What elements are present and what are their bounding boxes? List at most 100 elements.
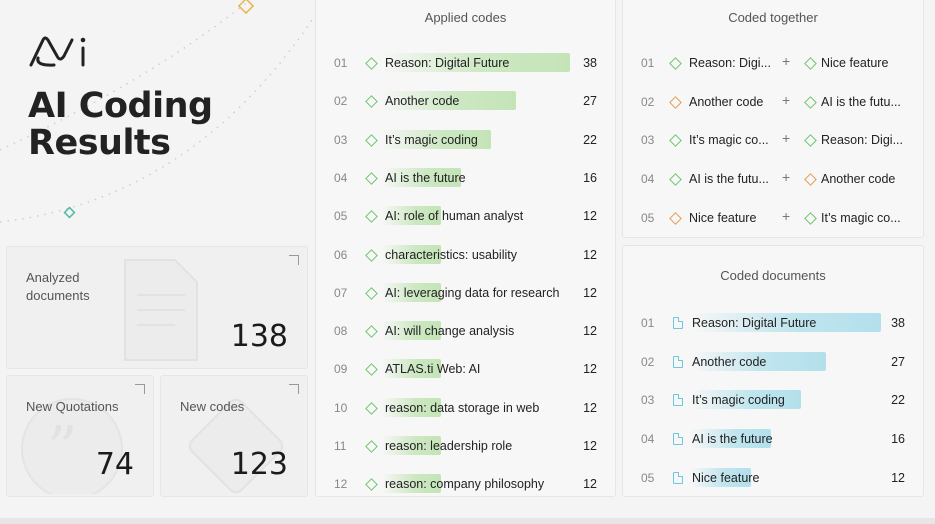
row-index: 10 [334, 400, 348, 415]
row-index: 05 [334, 209, 348, 224]
code-diamond-icon [188, 398, 284, 494]
code-count: 38 [583, 56, 597, 70]
applied-code-row[interactable]: 02 Another code 27 [316, 91, 615, 113]
applied-code-row[interactable]: 04 AI is the future 16 [316, 167, 615, 190]
stat-card-new-codes[interactable]: New codes 123 [160, 375, 308, 497]
applied-code-row[interactable]: 11 reason: leadership role 12 [316, 436, 615, 458]
stat-card-new-quotations[interactable]: ” New Quotations 74 [6, 375, 154, 497]
coded-together-row[interactable]: 05 Nice feature + It’s magic co... [623, 208, 923, 230]
row-index: 05 [641, 470, 655, 485]
document-label: Nice feature [692, 470, 760, 485]
coded-together-row[interactable]: 04 AI is the futu... + Another code [623, 169, 923, 191]
row-index: 04 [641, 172, 655, 187]
code-diamond-icon [365, 325, 378, 338]
applied-code-row[interactable]: 10 reason: data storage in web 12 [316, 397, 615, 420]
applied-code-row[interactable]: 06 characteristics: usability 12 [316, 244, 615, 267]
page-title-line1: AI Coding [28, 86, 213, 126]
count-bar [382, 206, 442, 226]
code-label: reason: data storage in web [385, 400, 540, 415]
applied-code-row[interactable]: 09 ATLAS.ti Web: AI 12 [316, 359, 615, 381]
row-index: 01 [334, 56, 348, 70]
document-label: AI is the future [692, 432, 773, 447]
code-b-label: Another code [821, 172, 896, 187]
row-index: 01 [641, 56, 655, 70]
applied-code-row[interactable]: 07 AI: leveraging data for research 12 [316, 282, 615, 305]
applied-code-row[interactable]: 05 AI: role of human analyst 12 [316, 206, 615, 228]
coded-document-row[interactable]: 02 Another code 27 [623, 351, 923, 374]
code-label: AI: leveraging data for research [385, 285, 560, 300]
row-index: 09 [334, 362, 348, 377]
row-index: 04 [334, 170, 348, 185]
row-index: 12 [334, 477, 348, 492]
coded-document-row[interactable]: 04 AI is the future 16 [623, 429, 923, 451]
code-a-label: Nice feature [689, 210, 757, 225]
row-index: 06 [334, 247, 348, 262]
code-label: AI: role of human analyst [385, 209, 524, 224]
stat-label-line2: documents [26, 288, 90, 303]
count-bar [382, 53, 570, 72]
coded-together-row[interactable]: 02 Another code + AI is the futu... [623, 92, 923, 114]
bottom-scrollbar[interactable] [0, 518, 935, 524]
row-index: 01 [641, 316, 655, 330]
expand-corner-icon[interactable] [289, 384, 299, 394]
code-diamond-icon [365, 363, 378, 377]
plus-icon: + [782, 130, 791, 147]
panel-title: Applied codes [424, 10, 507, 25]
code-count: 12 [583, 400, 597, 415]
applied-code-row[interactable]: 03 It’s magic coding 22 [316, 129, 615, 152]
document-count: 12 [891, 470, 905, 485]
coded-document-row[interactable]: 01 Reason: Digital Future 38 [623, 313, 923, 335]
count-bar [382, 244, 442, 264]
count-bar [382, 282, 442, 302]
stat-card-analyzed-documents[interactable]: Analyzed documents 138 [6, 246, 308, 369]
applied-codes-panel: Applied codes 01 Reason: Digital Future 38… [315, 0, 616, 497]
code-diamond-icon [669, 134, 682, 148]
expand-corner-icon[interactable] [135, 384, 145, 394]
plus-icon: + [782, 169, 791, 186]
code-count: 12 [583, 324, 597, 339]
coded-documents-panel: Coded documents 01 Reason: Digital Future… [622, 245, 924, 497]
coded-document-row[interactable]: 05 Nice feature 12 [623, 467, 923, 490]
expand-corner-icon[interactable] [289, 255, 299, 265]
code-label: characteristics: usability [385, 247, 517, 262]
code-b-label: Reason: Digi... [821, 133, 903, 148]
count-bar [691, 429, 771, 449]
quote-icon: ” [21, 398, 123, 494]
count-bar [382, 397, 442, 417]
stat-value: 138 [230, 319, 288, 354]
coded-together-row[interactable]: 01 Reason: Digi... + Nice feature [623, 53, 923, 75]
applied-code-row[interactable]: 12 reason: company philosophy 12 [316, 474, 615, 496]
teal-diamond-icon [63, 206, 76, 219]
row-index: 03 [641, 133, 655, 148]
row-index: 03 [334, 132, 348, 147]
page-title-line2: Results [28, 123, 171, 163]
code-label: reason: leadership role [385, 439, 513, 453]
plus-icon: + [782, 207, 791, 224]
code-diamond-icon [365, 172, 378, 185]
code-count: 12 [583, 439, 597, 453]
document-label: Reason: Digital Future [692, 316, 817, 330]
code-diamond-icon [365, 286, 378, 300]
count-bar [382, 91, 516, 111]
applied-code-row[interactable]: 01 Reason: Digital Future 38 [316, 53, 615, 75]
row-index: 02 [641, 94, 655, 109]
count-bar [382, 359, 442, 379]
row-index: 02 [334, 94, 348, 109]
code-diamond-icon [365, 57, 378, 70]
applied-code-row[interactable]: 08 AI: will change analysis 12 [316, 321, 615, 343]
code-diamond-icon [804, 134, 817, 148]
row-index: 02 [641, 354, 655, 369]
code-diamond-icon [365, 440, 378, 453]
coded-document-row[interactable]: 03 It’s magic coding 22 [623, 390, 923, 412]
row-index: 11 [334, 439, 347, 453]
panel-title: Coded together [728, 10, 818, 25]
code-a-label: It’s magic co... [689, 133, 769, 148]
code-count: 12 [583, 477, 597, 492]
document-count: 16 [891, 432, 905, 447]
stat-label: New Quotations [26, 399, 119, 414]
document-icon [673, 433, 683, 446]
code-count: 12 [583, 362, 597, 377]
hero-section: AI Coding Results [0, 0, 312, 240]
page-title: AI Coding Results [28, 88, 213, 162]
coded-together-row[interactable]: 03 It’s magic co... + Reason: Digi... [623, 130, 923, 152]
